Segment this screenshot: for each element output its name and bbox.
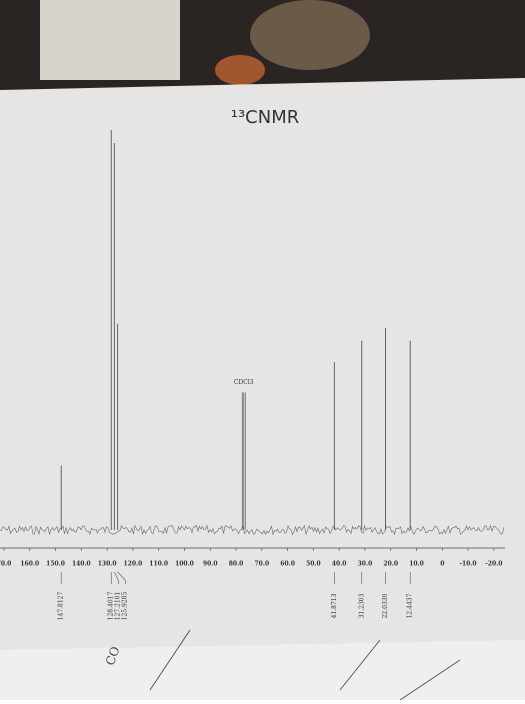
x-tick-label: 40.0 — [332, 561, 347, 568]
x-tick-label: 70.0 — [255, 561, 270, 568]
baseline-noise — [0, 524, 505, 536]
sketch — [149, 629, 461, 701]
x-tick-label: 130.0 — [98, 561, 117, 568]
peak-label: 31.2303 — [358, 593, 365, 618]
peak-label: 147.8127 — [58, 592, 65, 621]
x-tick-label: 20.0 — [383, 561, 398, 568]
peak-label: 41.8713 — [331, 593, 338, 618]
x-tick-label: 140.0 — [72, 561, 91, 568]
x-tick-label: 90.0 — [203, 561, 218, 568]
peak-label: 127.2101 — [115, 592, 122, 621]
flowers — [250, 0, 370, 70]
peak-label: 22.0330 — [382, 593, 389, 618]
chart-title: ¹³CNMR — [231, 107, 300, 128]
x-tick-label: 100.0 — [175, 561, 194, 568]
x-tick-label: 150.0 — [46, 561, 65, 568]
peak-label: 128.4017 — [108, 592, 115, 621]
label-leader — [114, 571, 119, 584]
peak-label: 125.9285 — [122, 592, 129, 621]
margin-scribble: CO — [103, 644, 123, 667]
x-tick-label: -20.0 — [485, 561, 502, 568]
x-tick-label: 50.0 — [306, 561, 321, 568]
x-tick-label: 30.0 — [358, 561, 373, 568]
lower-paper — [0, 640, 525, 700]
x-tick-label: 120.0 — [124, 561, 143, 568]
x-tick-label: 110.0 — [149, 561, 168, 568]
solvent-label: CDCl3 — [234, 379, 254, 386]
x-tick-label: 160.0 — [20, 561, 39, 568]
paper — [0, 78, 525, 650]
spectrum: 70.0 160.0 150.0 140.0 130.0 120.0 110.0 100.0 9… — [0, 130, 505, 620]
x-tick-label: 10.0 — [409, 561, 424, 568]
x-tick-label: 60.0 — [280, 561, 295, 568]
x-tick-label: 80.0 — [229, 561, 244, 568]
candle — [40, 0, 180, 80]
peak-label: 12.4437 — [407, 593, 414, 618]
x-tick-label: -10.0 — [460, 561, 477, 568]
label-leader — [117, 571, 126, 584]
x-tick-label: 70.0 — [0, 561, 11, 568]
ornament — [215, 55, 265, 85]
x-tick-label: 0 — [440, 561, 444, 568]
